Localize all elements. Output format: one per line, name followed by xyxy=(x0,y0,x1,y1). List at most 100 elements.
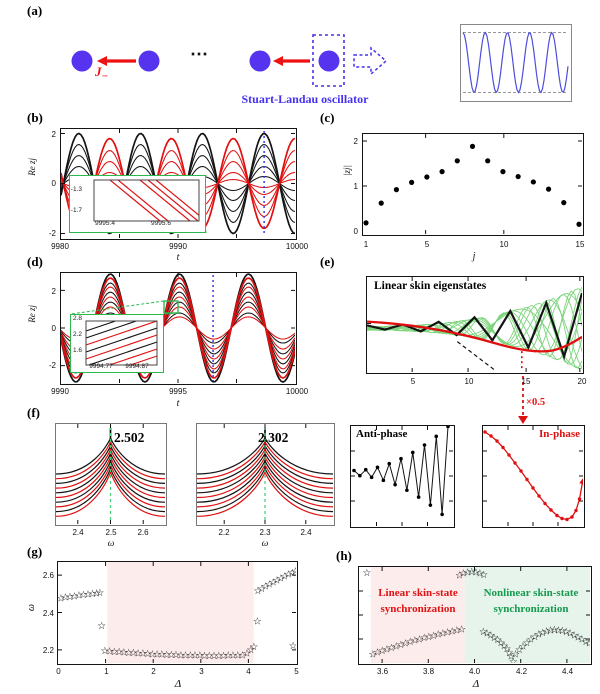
linear-sync-label-line2: synchronization xyxy=(380,603,456,615)
panel-d-xtick: 9990 xyxy=(51,387,69,396)
spectrum-left-plot xyxy=(55,423,167,526)
panel-e-xtick: 15 xyxy=(521,377,531,386)
svg-text:☆: ☆ xyxy=(119,648,128,659)
svg-text:☆: ☆ xyxy=(410,636,419,647)
svg-text:☆: ☆ xyxy=(153,650,162,661)
panel-h-xtick: 4.4 xyxy=(561,667,574,676)
panel-label-c: (c) xyxy=(320,110,335,125)
panel-h-xtick: 4.0 xyxy=(468,667,481,676)
panel-c-xtick: 10 xyxy=(499,240,509,249)
panel-b-xtick: 9980 xyxy=(51,242,69,251)
svg-text:☆: ☆ xyxy=(261,582,270,593)
peak-frequency-left: 2.502 xyxy=(114,430,145,445)
svg-text:☆: ☆ xyxy=(479,627,488,638)
svg-text:☆: ☆ xyxy=(253,617,262,628)
panel-g-ytick: 2.6 xyxy=(42,571,54,580)
panel-b-plot xyxy=(60,128,297,240)
svg-text:☆: ☆ xyxy=(181,651,190,662)
svg-text:☆: ☆ xyxy=(246,645,255,656)
spectrum-left-xtick: 2.6 xyxy=(137,528,149,537)
spectrum-right-xlabel: ω xyxy=(261,539,269,549)
panel-b-ytick: 2 xyxy=(51,130,56,139)
svg-text:☆: ☆ xyxy=(162,650,171,661)
panel-b-ytick: -2 xyxy=(48,229,56,238)
svg-text:☆: ☆ xyxy=(229,651,238,662)
spectrum-right-xtick: 2.4 xyxy=(300,528,312,537)
svg-text:☆: ☆ xyxy=(288,568,296,579)
panel-g-xtick: 5 xyxy=(294,667,299,676)
panel-e-plot xyxy=(366,276,584,374)
spectrum-left-xlabel: ω xyxy=(107,539,115,549)
panel-g-xtick: 1 xyxy=(104,667,109,676)
svg-text:☆: ☆ xyxy=(97,621,106,632)
panel-e-xtick: 20 xyxy=(577,377,587,386)
svg-text:☆: ☆ xyxy=(79,590,88,601)
panel-h-plot: ☆ ☆ ☆ ☆ ☆ ☆ ☆ ☆ ☆ ☆ ☆ ☆ ☆ ☆ ☆ ☆ ☆ ☆ ☆ ☆ ☆ ☆ ☆ ☆ ☆ ☆ ☆ ☆ ☆ ☆ ☆ ☆ ☆ ☆ ☆ ☆ ☆ ☆ ☆ ☆… xyxy=(358,566,592,665)
anti-phase-profile-plot xyxy=(350,425,455,528)
svg-text:☆: ☆ xyxy=(214,651,223,662)
svg-text:☆: ☆ xyxy=(459,569,468,580)
nonlinear-sync-label-line1: Nonlinear skin-state xyxy=(483,587,579,599)
nonlinear-sync-label-line2: synchronization xyxy=(493,603,569,615)
svg-text:☆: ☆ xyxy=(257,584,266,595)
svg-text:☆: ☆ xyxy=(496,638,505,649)
svg-text:☆: ☆ xyxy=(509,657,518,663)
panel-b-ytick: 0 xyxy=(51,179,56,188)
svg-text:☆: ☆ xyxy=(570,630,579,641)
svg-text:☆: ☆ xyxy=(138,649,147,660)
panel-b-inset xyxy=(69,175,206,233)
svg-text:☆: ☆ xyxy=(467,567,476,578)
panel-g-ytick: 2.2 xyxy=(42,646,54,655)
svg-text:☆: ☆ xyxy=(558,626,567,637)
svg-text:☆: ☆ xyxy=(554,625,563,636)
svg-text:☆: ☆ xyxy=(546,626,555,637)
panel-c-ytick: 1 xyxy=(353,182,358,191)
in-phase-profile-plot xyxy=(482,425,585,528)
panel-g-ytick: 2.4 xyxy=(42,609,54,618)
panel-g-stars: ☆☆☆☆☆☆☆☆☆☆☆☆☆☆☆☆☆☆☆☆☆☆☆☆☆☆☆☆☆☆☆☆☆☆☆☆☆☆☆☆… xyxy=(58,562,296,663)
svg-text:☆: ☆ xyxy=(392,641,401,652)
svg-text:☆: ☆ xyxy=(562,627,571,638)
svg-text:☆: ☆ xyxy=(289,641,296,652)
panel-label-d: (d) xyxy=(27,254,43,269)
panel-b-inset-curves xyxy=(93,179,200,222)
svg-text:☆: ☆ xyxy=(566,628,575,639)
svg-text:☆: ☆ xyxy=(224,651,233,662)
spectrum-left-xtick: 2.4 xyxy=(72,528,84,537)
spectrum-right-xtick: 2.2 xyxy=(218,528,230,537)
svg-text:☆: ☆ xyxy=(65,592,74,603)
panel-b-xtick: 10000 xyxy=(285,242,309,251)
svg-text:☆: ☆ xyxy=(530,632,539,643)
svg-text:☆: ☆ xyxy=(500,641,509,652)
linear-sync-label-line1: Linear skin-state xyxy=(378,587,458,599)
svg-text:☆: ☆ xyxy=(249,642,258,653)
panel-d-inset-curves xyxy=(85,320,158,366)
svg-text:☆: ☆ xyxy=(581,637,590,648)
panel-c-plot xyxy=(362,133,584,236)
svg-text:☆: ☆ xyxy=(280,571,289,582)
svg-text:☆: ☆ xyxy=(100,646,109,657)
svg-text:☆: ☆ xyxy=(585,639,590,650)
svg-text:☆: ☆ xyxy=(519,641,528,652)
svg-text:☆: ☆ xyxy=(129,648,138,659)
spectrum-right-xtick: 2.3 xyxy=(259,528,271,537)
svg-text:☆: ☆ xyxy=(284,570,293,581)
panel-c-ytick: 2 xyxy=(353,137,358,146)
scale-factor-note: ×0.5 xyxy=(526,397,546,408)
svg-text:☆: ☆ xyxy=(61,593,70,604)
svg-text:☆: ☆ xyxy=(574,632,583,643)
svg-text:☆: ☆ xyxy=(172,650,181,661)
panel-b-inset-ytick: -1.3 xyxy=(70,186,82,193)
panel-c-xtick: 15 xyxy=(575,240,585,249)
svg-text:☆: ☆ xyxy=(415,634,424,645)
svg-text:☆: ☆ xyxy=(176,650,185,661)
svg-text:☆: ☆ xyxy=(378,646,387,657)
svg-text:☆: ☆ xyxy=(219,651,228,662)
svg-text:☆: ☆ xyxy=(243,648,252,659)
svg-text:☆: ☆ xyxy=(457,625,466,636)
svg-text:☆: ☆ xyxy=(507,652,516,663)
panel-g-xlabel: Δ xyxy=(174,678,182,690)
svg-text:☆: ☆ xyxy=(195,651,204,662)
svg-text:☆: ☆ xyxy=(452,626,461,637)
svg-text:☆: ☆ xyxy=(577,635,586,646)
